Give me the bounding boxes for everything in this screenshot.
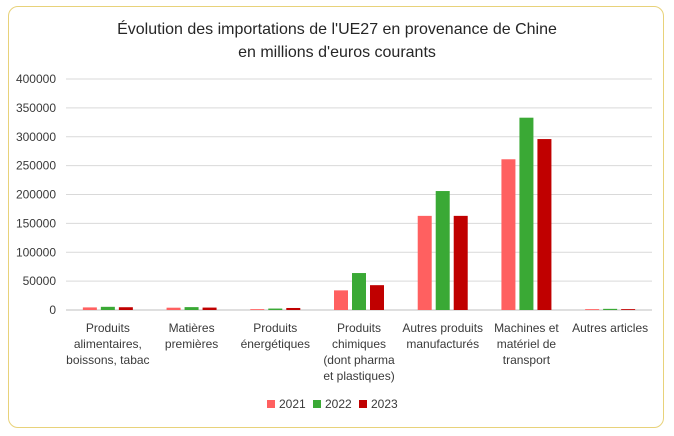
bar-2022-0	[100, 306, 115, 310]
legend-label-2021: 2021	[279, 397, 306, 411]
x-category-label: (dont pharma	[323, 353, 395, 367]
chart-title-line-1: Évolution des importations de l'UE27 en …	[117, 19, 557, 38]
x-category-label: Machines et	[494, 321, 559, 335]
x-category-label: matériel de	[497, 337, 557, 351]
x-category-label: transport	[503, 353, 551, 367]
y-axis: 0 50000 100000 150000 200000 250000 300000 3500…	[16, 72, 56, 317]
y-tick-label: 400000	[16, 72, 56, 86]
bar-2021-5	[501, 159, 516, 310]
y-tick-label: 100000	[16, 245, 56, 259]
x-category-label: Matières	[169, 321, 215, 335]
x-category-label: alimentaires,	[74, 337, 142, 351]
bar-2023-1	[202, 307, 217, 310]
x-category-label: Produits	[253, 321, 297, 335]
bar-2021-0	[82, 307, 97, 310]
bars	[82, 117, 636, 310]
y-tick-label: 350000	[16, 101, 56, 115]
legend: 2021 2022 2023	[267, 397, 398, 411]
bar-2022-4	[435, 191, 450, 310]
bar-2023-2	[286, 307, 301, 310]
bar-2021-6	[585, 309, 600, 310]
bar-2022-5	[519, 117, 534, 310]
y-tick-label: 250000	[16, 159, 56, 173]
x-category-label: premières	[165, 337, 218, 351]
bar-2021-2	[250, 309, 265, 310]
bar-2023-0	[118, 307, 133, 310]
x-category-label: Autres articles	[572, 321, 648, 335]
y-tick-label: 300000	[16, 130, 56, 144]
y-tick-label: 200000	[16, 188, 56, 202]
x-category-label: et plastiques)	[323, 369, 394, 383]
bar-2022-3	[352, 273, 366, 310]
legend-label-2022: 2022	[325, 397, 352, 411]
legend-swatch-2021	[267, 400, 275, 408]
legend-label-2023: 2023	[371, 397, 398, 411]
bar-2022-1	[184, 307, 199, 310]
grid-lines	[66, 78, 652, 311]
chart-title-line-2: en millions d'euros courants	[238, 44, 436, 61]
x-category-label: énergétiques	[241, 337, 310, 351]
x-axis: Produits alimentaires, boissons, tabac Mati…	[66, 321, 648, 383]
x-category-label: Autres produits	[402, 321, 483, 335]
x-category-label: manufacturés	[406, 337, 479, 351]
x-category-label: Produits	[86, 321, 130, 335]
bar-2021-1	[166, 307, 181, 310]
y-tick-label: 150000	[16, 216, 56, 230]
legend-swatch-2023	[359, 400, 367, 408]
y-tick-label: 50000	[23, 274, 57, 288]
chart-frame	[8, 6, 664, 428]
bar-2023-6	[621, 309, 636, 310]
bar-2021-4	[417, 215, 432, 310]
bar-2023-3	[370, 285, 384, 310]
bar-2022-6	[603, 308, 618, 310]
x-category-label: Produits	[337, 321, 381, 335]
bar-2021-3	[334, 290, 348, 310]
x-category-label: boissons, tabac	[66, 353, 149, 367]
y-tick-label: 0	[49, 303, 56, 317]
bar-2022-2	[268, 308, 283, 310]
legend-swatch-2022	[313, 400, 321, 408]
x-category-label: chimiques	[332, 337, 386, 351]
bar-2023-4	[453, 215, 468, 310]
bar-2023-5	[537, 139, 552, 310]
